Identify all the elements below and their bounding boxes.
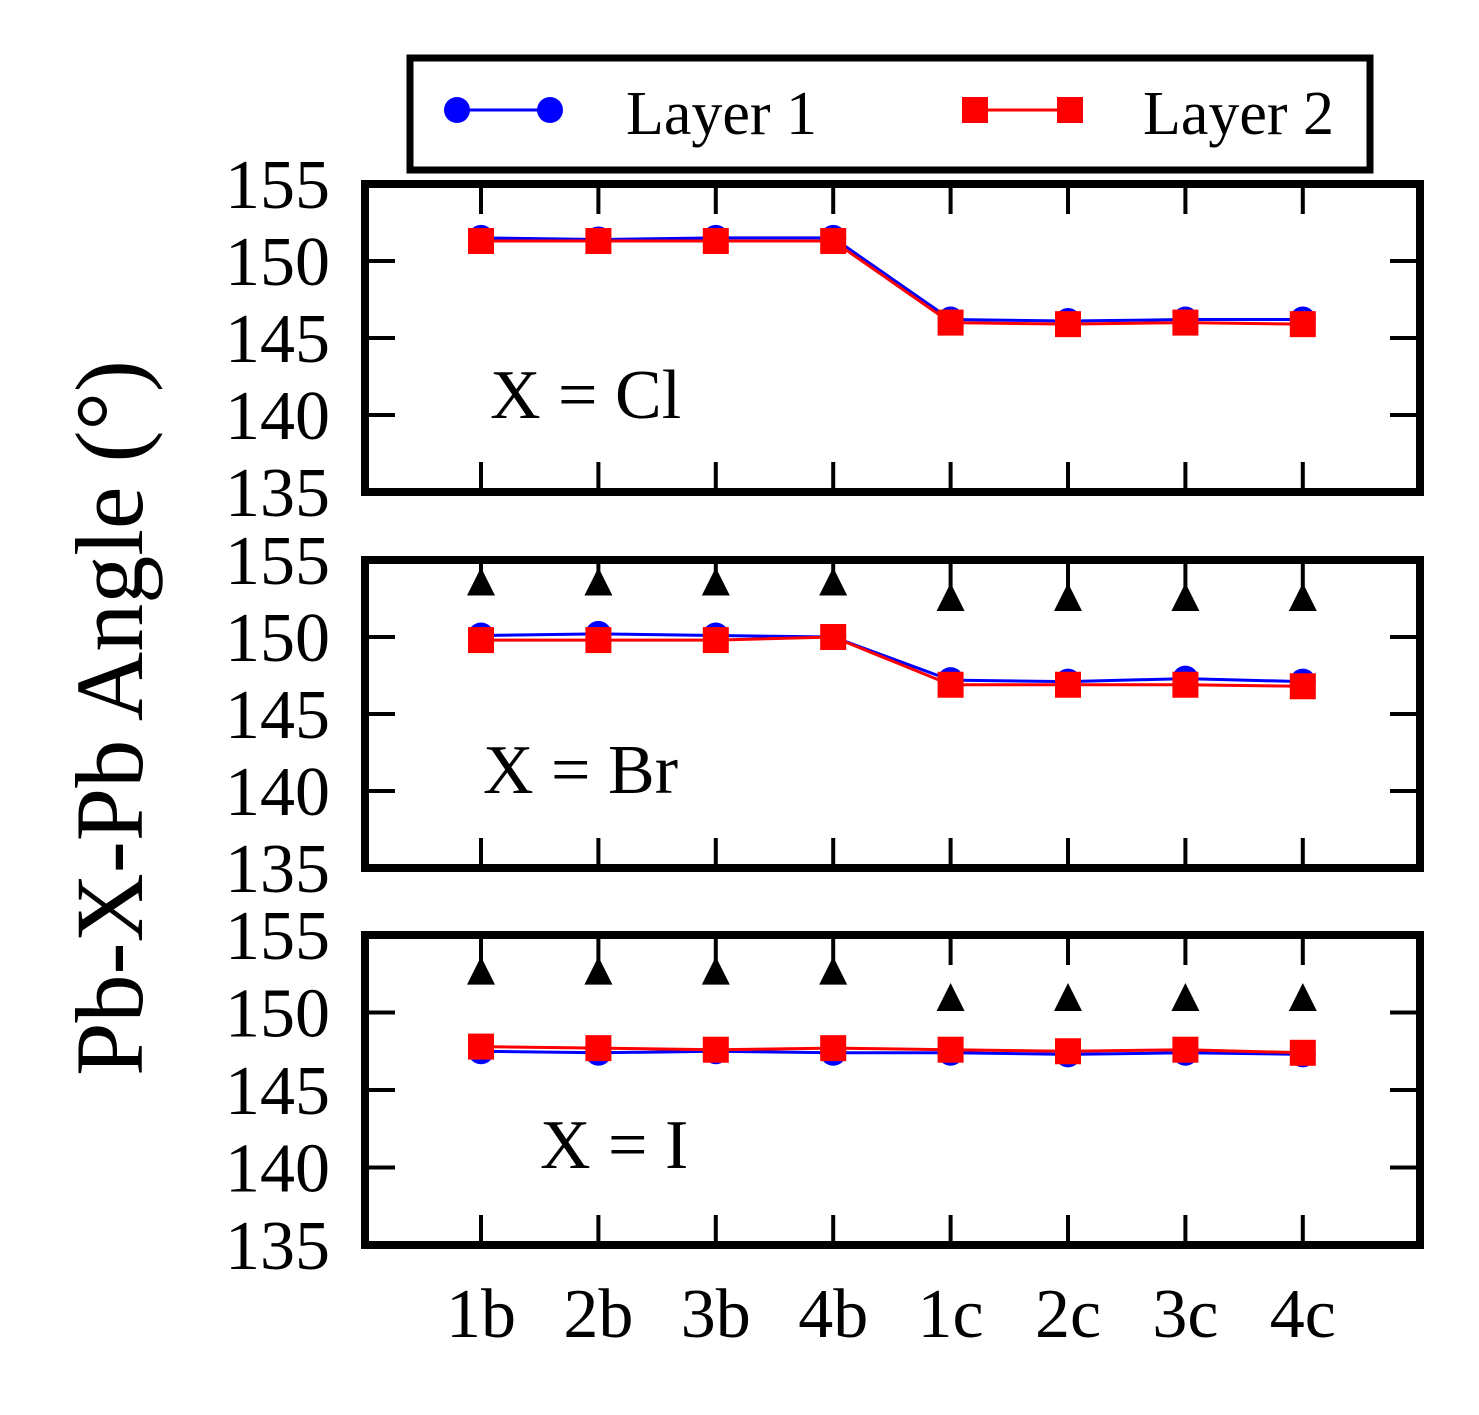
- reference-triangle-point: [1171, 582, 1200, 611]
- legend-entry-layer-2: Layer 2: [962, 80, 1334, 148]
- legend-marker-circle: [444, 97, 470, 123]
- data-point-layer-2: [1289, 673, 1316, 700]
- reference-triangle-point: [701, 567, 730, 596]
- panel-frame: [361, 180, 1424, 496]
- data-point-layer-2: [820, 227, 847, 254]
- legend: Layer 1 Layer 2: [406, 54, 1374, 174]
- legend-frame: [406, 54, 1374, 174]
- y-tick-label: 150: [225, 600, 330, 677]
- panel-annotation: X = I: [540, 1107, 688, 1184]
- reference-triangle-point: [701, 956, 730, 985]
- series-line-layer-1: [480, 236, 1303, 323]
- reference-triangle-point: [1054, 582, 1082, 611]
- series-line-layer-1: [480, 1049, 1303, 1056]
- y-tick-label: 155: [225, 147, 330, 224]
- y-axis-label: Pb-X-Pb Angle (°): [56, 360, 163, 1076]
- legend-label-layer-1: Layer 1: [626, 80, 817, 148]
- series-line-layer-2: [481, 239, 1303, 326]
- data-point-layer-2: [1055, 311, 1081, 338]
- reference-triangle-point: [467, 956, 495, 985]
- data-point-layer-2: [1289, 1039, 1316, 1066]
- data-point-layer-2: [702, 227, 729, 254]
- data-point-layer-2: [820, 1035, 847, 1062]
- y-tick-label: 145: [225, 677, 330, 754]
- data-point-layer-2: [937, 309, 964, 336]
- legend-entry-layer-1: Layer 1: [444, 80, 817, 148]
- data-point-layer-2: [937, 1036, 964, 1063]
- y-tick-label: 145: [225, 1053, 330, 1130]
- data-point-layer-2: [1172, 1036, 1199, 1063]
- x-tick-label: 2c: [1035, 1276, 1101, 1353]
- data-point-layer-2: [585, 627, 612, 654]
- y-tick-label: 150: [225, 224, 330, 301]
- x-tick-label: 3b: [681, 1276, 751, 1353]
- x-tick-label: 3c: [1152, 1276, 1218, 1353]
- y-tick-label: 140: [225, 754, 330, 831]
- reference-triangle-point: [1288, 983, 1317, 1011]
- y-tick-label: 145: [225, 301, 330, 378]
- data-point-layer-2: [1055, 671, 1081, 698]
- reference-triangle-point: [584, 567, 613, 596]
- x-tick-label: 4c: [1270, 1276, 1336, 1353]
- panel-frame: [361, 556, 1424, 872]
- data-point-layer-2: [937, 671, 964, 698]
- reference-triangle-point: [936, 582, 965, 611]
- data-point-layer-2: [468, 1033, 494, 1060]
- reference-triangle-point: [819, 567, 848, 596]
- reference-triangle-point: [584, 956, 613, 985]
- data-point-layer-2: [585, 1035, 612, 1062]
- panel-annotation: X = Br: [483, 732, 678, 809]
- data-point-layer-2: [468, 227, 494, 254]
- legend-marker-square: [962, 97, 988, 123]
- x-tick-labels: 1b 2b 3b 4b 1c 2c 3c 4c: [446, 1276, 1336, 1353]
- y-tick-label: 150: [225, 976, 330, 1053]
- data-point-layer-2: [1172, 309, 1199, 336]
- y-tick-label: 135: [225, 455, 330, 532]
- y-tick-label: 140: [225, 1131, 330, 1208]
- x-tick-label: 1b: [446, 1276, 516, 1353]
- x-tick-label: 4b: [798, 1276, 868, 1353]
- reference-triangle-point: [819, 956, 848, 985]
- reference-triangle-point: [1054, 983, 1082, 1011]
- reference-triangle-point: [467, 567, 495, 596]
- y-tick-label: 135: [225, 1208, 330, 1285]
- reference-triangle-point: [1288, 582, 1317, 611]
- legend-label-layer-2: Layer 2: [1143, 80, 1334, 148]
- data-point-layer-2: [702, 1036, 729, 1063]
- y-tick-label: 140: [225, 378, 330, 455]
- series-line-layer-1: [480, 632, 1303, 684]
- panel-annotation: X = Cl: [490, 357, 681, 434]
- legend-marker-square: [1057, 97, 1083, 123]
- x-tick-label: 1c: [918, 1276, 984, 1353]
- data-point-layer-2: [820, 624, 847, 650]
- y-tick-label: 155: [225, 898, 330, 975]
- data-point-layer-2: [468, 627, 494, 654]
- series-line-layer-2: [481, 635, 1303, 688]
- data-point-layer-2: [1289, 311, 1316, 338]
- y-tick-label: 135: [225, 831, 330, 908]
- panel-frame: [361, 931, 1424, 1249]
- series-line-layer-2: [480, 1045, 1303, 1055]
- y-tick-label: 155: [225, 523, 330, 600]
- legend-marker-circle: [537, 97, 563, 123]
- data-point-layer-2: [1172, 671, 1199, 698]
- data-point-layer-2: [1055, 1038, 1081, 1065]
- x-tick-label: 2b: [563, 1276, 633, 1353]
- reference-triangle-point: [1171, 983, 1200, 1011]
- data-point-layer-2: [702, 627, 729, 654]
- reference-triangle-point: [936, 983, 965, 1011]
- data-point-layer-2: [585, 227, 612, 254]
